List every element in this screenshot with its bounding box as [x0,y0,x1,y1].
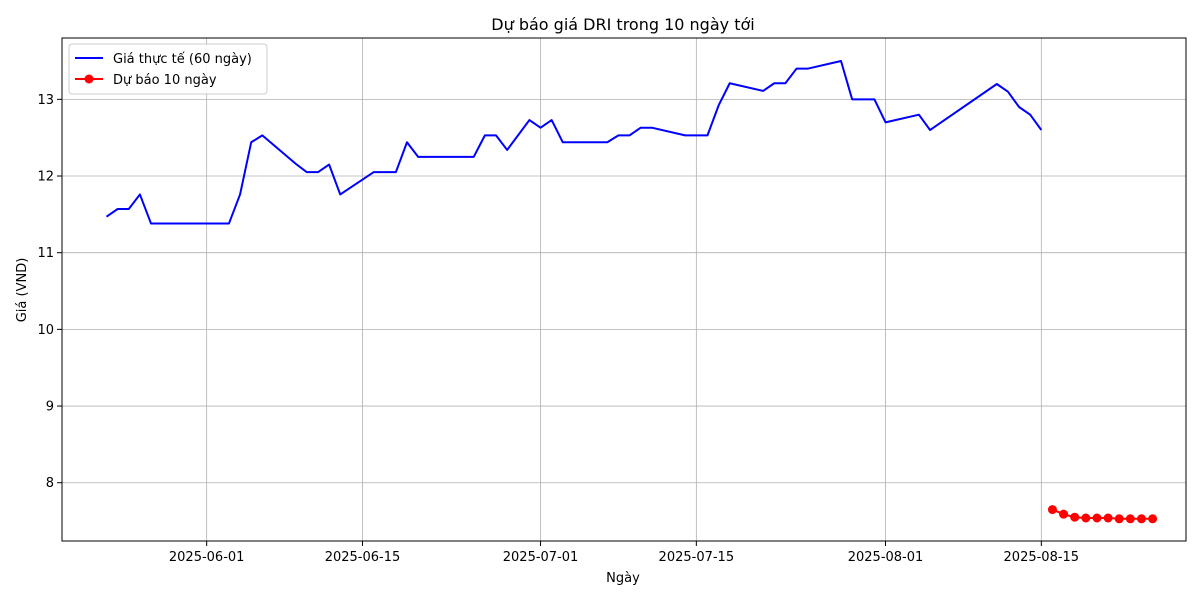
y-tick-label: 9 [46,400,54,415]
legend-label-forecast: Dự báo 10 ngày [113,73,217,88]
chart-title: Dự báo giá DRI trong 10 ngày tới [491,15,754,34]
legend-label-actual: Giá thực tế (60 ngày) [113,52,252,67]
y-tick-label: 8 [46,476,54,491]
grid [62,38,1186,541]
series-line-actual [105,60,1043,225]
forecast-point [1047,505,1057,515]
x-tick-label: 2025-07-15 [659,550,735,565]
y-tick-label: 10 [37,323,54,338]
forecast-point [1114,514,1124,524]
forecast-point [1125,514,1135,524]
legend-box [68,43,268,95]
x-tick-label: 2025-06-01 [169,550,245,565]
forecast-point [1070,512,1080,522]
plot-frame [61,37,1187,542]
forecast-point [1148,514,1158,524]
y-tick-label: 12 [37,170,54,185]
y-tick-label: 13 [37,93,54,108]
x-axis-title: Ngày [606,571,640,586]
x-tick-label: 2025-07-01 [503,550,579,565]
forecast-point [1092,513,1102,523]
series-layer [105,60,1158,524]
y-axis-title: Giá (VND) [15,258,30,323]
x-tick-label: 2025-08-01 [848,550,924,565]
y-tick-label: 11 [37,246,54,261]
forecast-point [1136,514,1146,524]
forecast-point [1081,513,1091,523]
series-line-forecast [1052,508,1153,520]
x-tick-label: 2025-06-15 [325,550,401,565]
legend: Giá thực tế (60 ngày) Dự báo 10 ngày [68,43,268,95]
axis-ticks: 2025-06-01 2025-06-15 2025-07-01 2025-07-15… [37,93,1079,565]
legend-marker-forecast [84,74,94,84]
forecast-point [1103,513,1113,523]
forecast-point [1059,509,1069,519]
x-tick-label: 2025-08-15 [1004,550,1080,565]
